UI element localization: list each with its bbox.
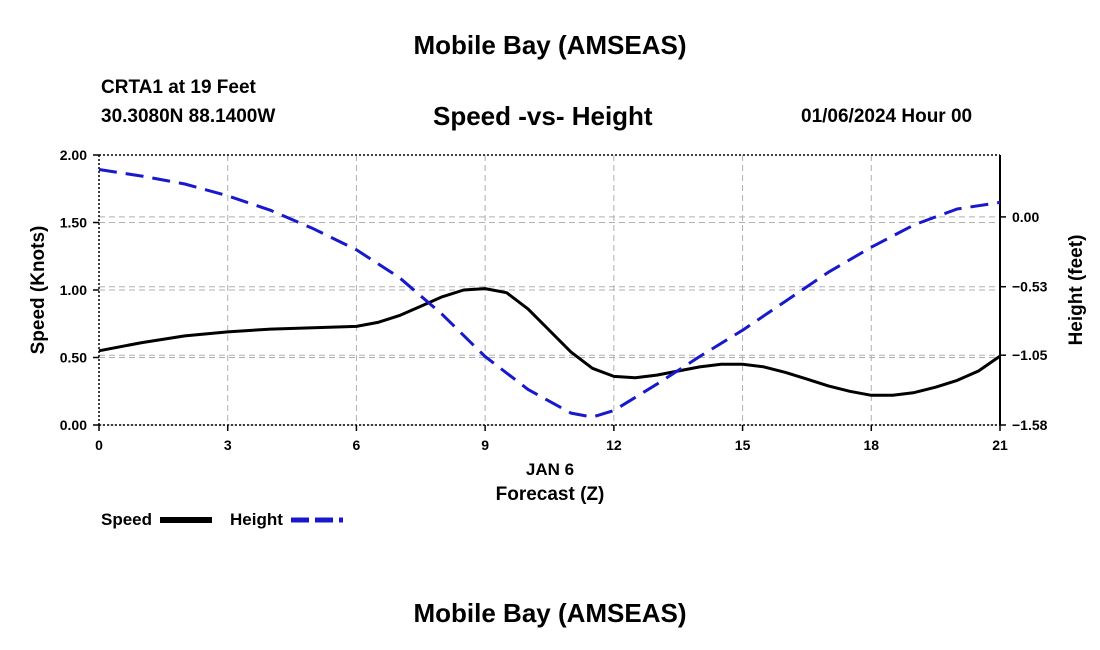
y-left-tick-label: 0.00 <box>60 417 87 433</box>
station-name: CRTA1 at 19 Feet <box>101 77 256 98</box>
x-tick-label: 0 <box>95 437 103 453</box>
y-right-tick-label: −1.05 <box>1012 347 1048 363</box>
legend-speed-label: Speed <box>101 510 152 529</box>
y-right-axis-label: Height (feet) <box>1066 235 1087 346</box>
x-tick-label: 12 <box>606 437 622 453</box>
y-left-tick-label: 1.00 <box>60 282 87 298</box>
y-left-tick-label: 0.50 <box>60 350 87 366</box>
y-left-axis-label: Speed (Knots) <box>28 226 49 355</box>
x-axis-date-label: JAN 6 <box>526 460 574 479</box>
x-tick-label: 6 <box>353 437 361 453</box>
x-tick-label: 15 <box>735 437 751 453</box>
speed-series-line <box>98 287 1001 397</box>
y-right-tick-label: −1.58 <box>1012 417 1048 433</box>
y-right-tick-label: −0.53 <box>1012 279 1048 295</box>
x-tick-label: 3 <box>224 437 232 453</box>
station-coordinates: 30.3080N 88.1400W <box>101 106 276 127</box>
forecast-datetime: 01/06/2024 Hour 00 <box>801 106 973 127</box>
x-tick-label: 9 <box>481 437 489 453</box>
height-series-line <box>98 168 1001 419</box>
next-chart-title: Mobile Bay (AMSEAS) <box>413 598 687 628</box>
y-left-tick-label: 2.00 <box>60 147 87 163</box>
y-left-tick-label: 1.50 <box>60 215 87 231</box>
chart-subtitle: Speed -vs- Height <box>433 101 653 131</box>
x-tick-label: 21 <box>992 437 1008 453</box>
x-axis-label: Forecast (Z) <box>496 484 605 505</box>
legend-height-label: Height <box>230 510 283 529</box>
y-right-tick-label: 0.00 <box>1012 209 1039 225</box>
chart-title: Mobile Bay (AMSEAS) <box>413 30 687 60</box>
x-tick-label: 18 <box>863 437 879 453</box>
